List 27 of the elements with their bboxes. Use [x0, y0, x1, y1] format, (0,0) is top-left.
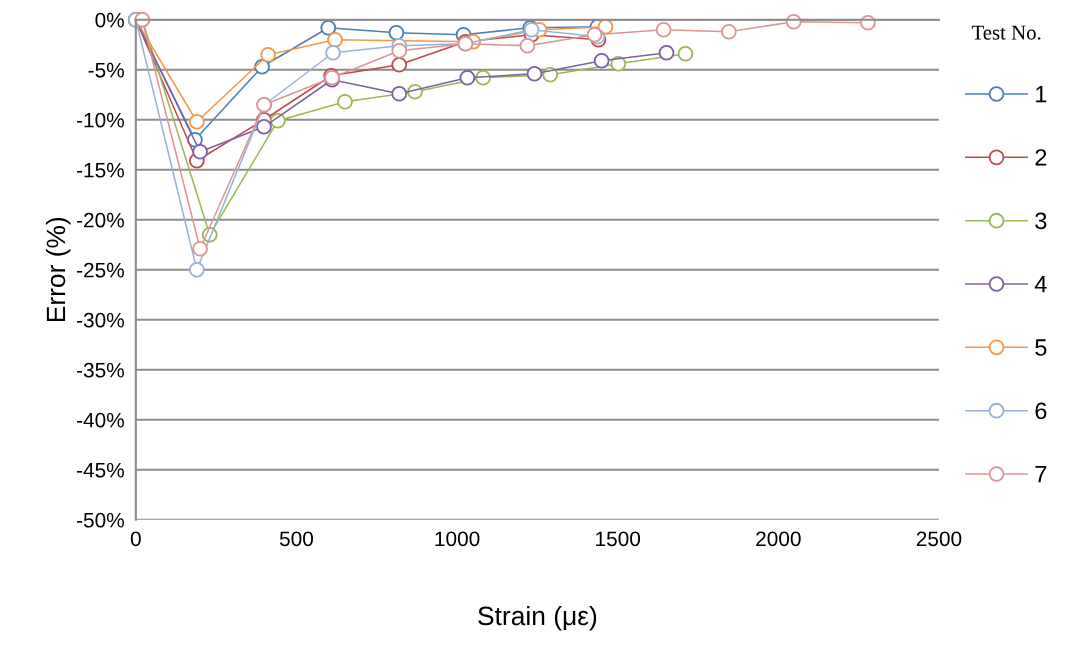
y-tick-label: -35%	[77, 362, 124, 378]
legend-label: 6	[1035, 402, 1047, 420]
x-tick-label: 1000	[435, 531, 480, 547]
y-tick-label: -20%	[77, 212, 124, 228]
y-tick-label: -50%	[77, 512, 124, 528]
legend-label: 3	[1035, 212, 1047, 230]
legend-title: Test No.	[971, 25, 1041, 40]
legend-label: 7	[1035, 466, 1047, 483]
y-tick-label: -15%	[77, 162, 124, 178]
x-tick-label: 500	[279, 531, 314, 547]
legend-label: 5	[1035, 339, 1047, 356]
legend-label: 4	[1034, 276, 1047, 293]
legend-label: 1	[1036, 86, 1047, 103]
x-axis-title: Strain (με)	[478, 605, 597, 631]
y-tick-label: -10%	[77, 112, 124, 128]
y-tick-label: 0%	[95, 12, 124, 28]
x-tick-label: 2000	[756, 531, 801, 547]
y-axis-title: Error (%)	[45, 217, 71, 322]
y-tick-label: -25%	[77, 262, 124, 278]
x-tick-label: 0	[130, 531, 141, 547]
legend-label: 2	[1035, 149, 1047, 166]
y-tick-label: -45%	[77, 462, 124, 478]
y-tick-label: -30%	[77, 312, 124, 328]
y-tick-label: -5%	[88, 62, 124, 78]
x-tick-label: 2500	[916, 531, 962, 547]
x-tick-label: 1500	[596, 531, 641, 547]
y-tick-label: -40%	[77, 412, 124, 428]
